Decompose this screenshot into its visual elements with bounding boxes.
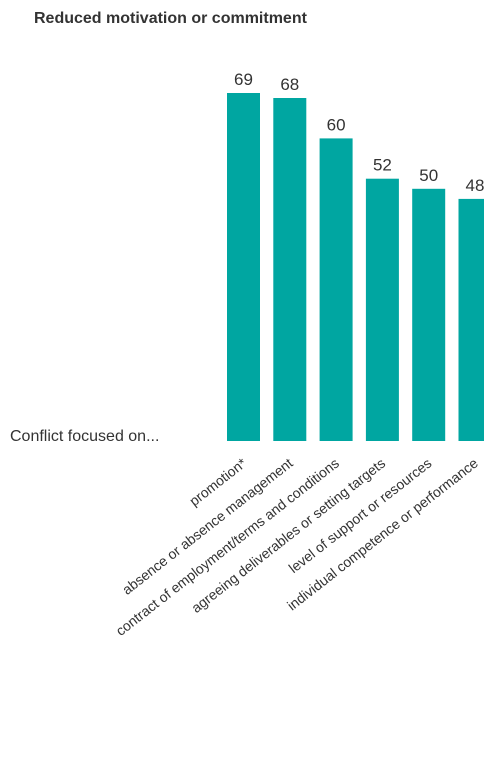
- data-label: 60: [327, 115, 346, 134]
- data-label: 69: [234, 70, 253, 89]
- row-label: Conflict focused on...: [10, 428, 160, 445]
- chart-title: Reduced motivation or commitment: [34, 10, 307, 27]
- data-label: 68: [280, 75, 299, 94]
- data-label: 48: [466, 176, 484, 195]
- data-label: 50: [419, 166, 438, 185]
- bar: [273, 98, 307, 441]
- category-label: absence or absence management: [119, 455, 296, 598]
- bar: [319, 138, 353, 441]
- data-label: 52: [373, 156, 392, 175]
- bar: [227, 93, 260, 441]
- bar: [365, 178, 399, 441]
- bar: [458, 198, 484, 441]
- bar: [412, 188, 446, 441]
